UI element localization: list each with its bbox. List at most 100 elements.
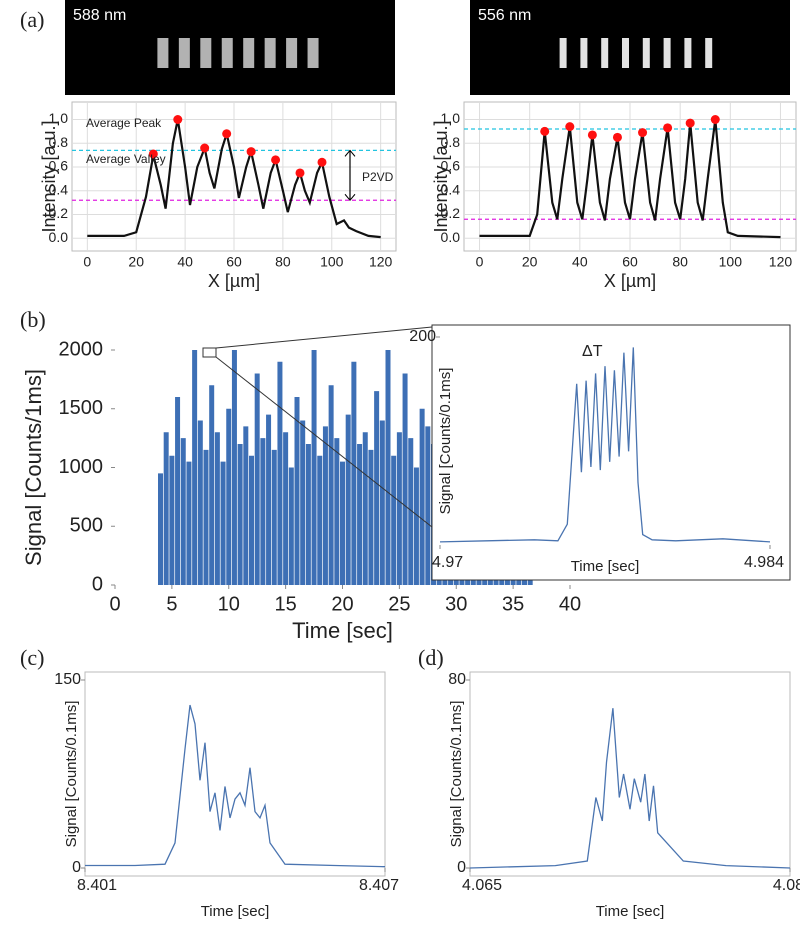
y-tick-label: 1.0 xyxy=(49,110,69,126)
y-tick-label: 0.8 xyxy=(49,134,69,150)
x-axis-label: Time [sec] xyxy=(292,618,393,643)
x-axis-label: Time [sec] xyxy=(571,558,640,575)
x-tick-label: 40 xyxy=(559,593,581,615)
bar xyxy=(254,373,260,585)
x-tick-label: 4.08 xyxy=(773,877,800,894)
x-tick-label: 0 xyxy=(476,254,484,270)
image-stripe xyxy=(601,38,609,68)
bar xyxy=(209,385,215,585)
bar xyxy=(305,444,311,585)
x-tick-label: 80 xyxy=(275,254,291,270)
annotation: P2VD xyxy=(362,170,394,184)
y-axis-label: Signal [Counts/0.1ms] xyxy=(437,368,454,515)
annotation: Average Peak xyxy=(86,116,162,130)
bar xyxy=(419,408,425,585)
peak-point xyxy=(246,147,256,157)
bar xyxy=(163,432,169,585)
y-tick-label: 0.2 xyxy=(49,205,69,221)
panel-label: (a) xyxy=(20,7,44,32)
peak-point xyxy=(271,155,281,165)
peak-point xyxy=(685,118,695,128)
peak-point xyxy=(638,128,648,138)
bar xyxy=(334,438,340,585)
x-tick-label: 8.407 xyxy=(359,877,399,894)
peak-point xyxy=(295,168,305,178)
bar xyxy=(402,373,408,585)
peak-point xyxy=(612,132,622,142)
y-tick-label: 0.2 xyxy=(441,205,461,221)
x-tick-label: 60 xyxy=(622,254,638,270)
y-tick-label: 0.6 xyxy=(49,158,69,174)
bar xyxy=(277,361,283,585)
x-axis-label: Time [sec] xyxy=(596,903,665,920)
peak-point xyxy=(317,157,327,167)
y-axis-label: Signal [Counts/0.1ms] xyxy=(63,701,80,848)
image-stripe xyxy=(684,38,692,68)
bar xyxy=(231,350,237,585)
bar xyxy=(192,350,198,585)
peak-point xyxy=(565,122,575,132)
inset-box xyxy=(431,324,791,581)
image-stripe xyxy=(157,38,169,68)
x-tick-label: 0 xyxy=(109,593,120,615)
bar xyxy=(385,350,391,585)
y-tick-label: 0.8 xyxy=(441,134,461,150)
bar xyxy=(340,461,345,585)
image-stripe xyxy=(663,38,671,68)
image-stripe xyxy=(307,38,319,68)
image-stripe xyxy=(559,38,567,68)
y-tick-label: 0.6 xyxy=(441,158,461,174)
y-tick-label: 1.0 xyxy=(441,110,461,126)
y-tick-label: 0.0 xyxy=(441,229,461,245)
bar xyxy=(203,449,209,585)
x-tick-label: 10 xyxy=(218,593,240,615)
x-tick-label: 40 xyxy=(177,254,193,270)
y-axis-label: Signal [Counts/0.1ms] xyxy=(448,701,465,848)
x-tick-label: 100 xyxy=(719,254,743,270)
panel-label: (d) xyxy=(418,645,444,670)
image-stripe xyxy=(200,38,212,68)
y-tick-label: 150 xyxy=(54,671,81,688)
signal-line xyxy=(87,119,381,239)
image-stripe xyxy=(264,38,276,68)
signal-line xyxy=(85,704,386,868)
peak-point xyxy=(148,149,158,159)
bar xyxy=(408,438,414,585)
bar xyxy=(288,467,294,585)
bar xyxy=(374,391,380,585)
image-label: 556 nm xyxy=(478,7,531,24)
panel-label: (c) xyxy=(20,645,44,670)
x-tick-label: 20 xyxy=(331,593,353,615)
x-tick-label: 15 xyxy=(275,593,297,615)
y-tick-label: 1500 xyxy=(59,397,104,419)
x-tick-label: 40 xyxy=(572,254,588,270)
arrow-head xyxy=(344,149,356,202)
y-tick-label: 0.0 xyxy=(49,229,69,245)
y-tick-label: 2000 xyxy=(59,338,104,360)
x-axis-label: Time [sec] xyxy=(201,903,270,920)
bar xyxy=(322,426,328,585)
x-tick-label: 4.97 xyxy=(432,554,463,571)
x-tick-label: 120 xyxy=(369,254,393,270)
signal-line xyxy=(469,708,791,869)
x-tick-label: 4.984 xyxy=(744,554,784,571)
bar xyxy=(214,432,220,585)
signal-line xyxy=(439,347,771,543)
x-axis-label: X [µm] xyxy=(208,271,260,291)
y-tick-label: 200 xyxy=(409,328,436,345)
zoom-line xyxy=(215,326,433,349)
bar xyxy=(158,473,163,585)
annotation: ΔT xyxy=(582,343,603,360)
peak-point xyxy=(200,143,210,153)
bar xyxy=(283,432,289,585)
peak-point xyxy=(222,129,232,139)
image-stripe xyxy=(705,38,713,68)
y-tick-label: 0.4 xyxy=(49,181,69,197)
zoom-box xyxy=(202,347,217,358)
image-stripe xyxy=(622,38,629,68)
y-tick-label: 0 xyxy=(457,859,466,876)
bar xyxy=(351,361,357,585)
camera-image xyxy=(470,0,790,95)
peak-point xyxy=(663,123,673,133)
